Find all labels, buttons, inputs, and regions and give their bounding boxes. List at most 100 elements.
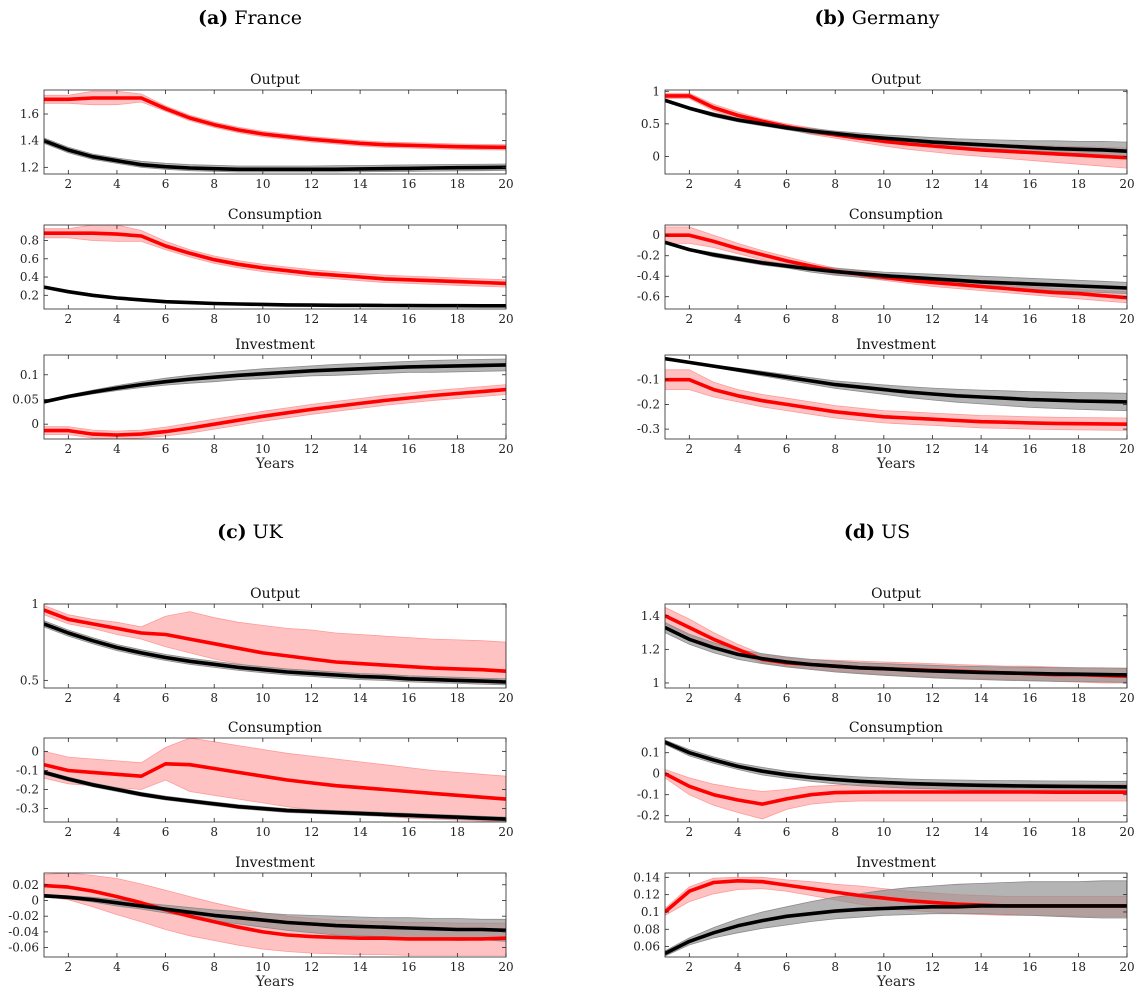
x-tick-label: 10 — [255, 177, 270, 191]
x-tick-label: 6 — [162, 825, 170, 839]
black-series-line — [44, 285, 506, 308]
y-tick-label: -0.2 — [637, 397, 660, 411]
y-tick-label: 0 — [31, 893, 39, 907]
x-tick-label: 8 — [210, 312, 218, 326]
x-tick-label: 6 — [783, 691, 791, 705]
x-tick-label: 6 — [783, 825, 791, 839]
x-tick-label: 12 — [925, 691, 940, 705]
black-confidence-band — [665, 880, 1127, 957]
subplot-title: Investment — [856, 337, 936, 353]
x-tick-label: 14 — [973, 442, 989, 456]
x-tick-label: 4 — [734, 960, 742, 974]
x-tick-label: 2 — [685, 312, 693, 326]
x-axis-label: Years — [876, 456, 916, 472]
x-tick-label: 16 — [401, 442, 416, 456]
panel-letter: (b) — [814, 7, 845, 29]
y-tick-label: 1.6 — [20, 107, 39, 121]
x-tick-label: 4 — [113, 442, 121, 456]
subplot-title: Consumption — [849, 720, 943, 736]
x-tick-label: 6 — [783, 177, 791, 191]
x-tick-label: 12 — [925, 177, 940, 191]
y-tick-label: 0.06 — [633, 940, 660, 954]
subplot-title: Output — [871, 72, 921, 88]
black-confidence-band — [665, 98, 1127, 160]
x-tick-label: 20 — [498, 691, 513, 705]
x-tick-label: 18 — [450, 177, 465, 191]
x-tick-label: 2 — [685, 177, 693, 191]
y-tick-label: 0.05 — [12, 392, 39, 406]
y-tick-label: -0.3 — [637, 422, 660, 436]
x-tick-label: 12 — [304, 691, 319, 705]
y-tick-label: 0.08 — [633, 922, 660, 936]
y-tick-label: 0 — [652, 149, 660, 163]
y-tick-label: -0.06 — [8, 941, 39, 955]
black-confidence-band — [665, 240, 1127, 295]
black-confidence-band — [665, 357, 1127, 412]
x-tick-label: 14 — [352, 177, 368, 191]
y-tick-label: -0.2 — [637, 809, 660, 823]
x-tick-label: 8 — [210, 825, 218, 839]
subplot-title: Investment — [235, 337, 315, 353]
x-tick-label: 18 — [450, 691, 465, 705]
y-tick-label: 0.02 — [12, 878, 39, 892]
y-tick-label: -0.6 — [637, 290, 660, 304]
y-tick-label: 0.4 — [20, 270, 39, 284]
y-tick-label: 1.4 — [20, 134, 39, 148]
subplot-title: Output — [250, 586, 300, 602]
axes-frame — [43, 354, 507, 440]
subplot: Investment 2 4 6 8 10 12 14 16 18 20 0 0.05 0.1 Years — [12, 337, 513, 472]
y-tick-label: 0.1 — [641, 905, 660, 919]
y-tick-label: -0.1 — [637, 373, 660, 387]
axes-frame — [43, 872, 507, 958]
y-tick-label: 1.2 — [641, 642, 660, 656]
axes-frame — [43, 737, 507, 823]
y-tick-label: 1.2 — [20, 160, 39, 174]
x-tick-label: 10 — [876, 691, 891, 705]
x-tick-label: 10 — [876, 312, 891, 326]
x-tick-label: 10 — [255, 312, 270, 326]
x-tick-label: 12 — [304, 960, 319, 974]
axes-frame — [43, 224, 507, 310]
x-tick-label: 2 — [685, 825, 693, 839]
subplot-title: Consumption — [228, 207, 322, 223]
x-tick-label: 4 — [734, 442, 742, 456]
x-tick-label: 16 — [401, 960, 416, 974]
red-series-line — [665, 233, 1127, 300]
series-group — [44, 605, 506, 686]
x-tick-label: 14 — [973, 960, 989, 974]
x-tick-label: 16 — [401, 691, 416, 705]
red-series-line — [665, 772, 1127, 806]
x-tick-label: 20 — [1119, 960, 1134, 974]
x-tick-label: 2 — [64, 960, 72, 974]
x-tick-label: 8 — [831, 691, 839, 705]
x-tick-label: 14 — [973, 177, 989, 191]
series-group — [665, 876, 1127, 957]
black-confidence-band — [44, 358, 506, 404]
x-tick-label: 16 — [401, 312, 416, 326]
series-group — [665, 92, 1127, 169]
black-series-line — [665, 740, 1127, 789]
axes-frame — [664, 354, 1128, 440]
x-tick-label: 20 — [498, 312, 513, 326]
x-tick-label: 4 — [734, 691, 742, 705]
red-series-line — [44, 762, 506, 801]
subplot: Output 2 4 6 8 10 12 14 16 18 20 1 1.2 1.4 — [641, 586, 1135, 705]
x-tick-label: 14 — [973, 825, 989, 839]
black-confidence-band — [44, 137, 506, 173]
panel-name: Germany — [852, 7, 940, 29]
panel-title-uk: (c) UK — [217, 521, 284, 543]
x-tick-label: 4 — [113, 312, 121, 326]
x-tick-label: 20 — [1119, 442, 1134, 456]
x-tick-label: 18 — [1071, 312, 1086, 326]
x-tick-label: 8 — [831, 177, 839, 191]
black-series-line — [665, 904, 1127, 956]
subplot: Output 2 4 6 8 10 12 14 16 18 20 0 0.5 1 — [641, 72, 1135, 191]
y-tick-label: 0.5 — [20, 673, 39, 687]
x-tick-label: 14 — [352, 442, 368, 456]
subplot: Consumption 2 4 6 8 10 12 14 16 18 20 -0.2 -0.1 0 0.1 — [637, 720, 1135, 839]
x-tick-label: 14 — [352, 960, 368, 974]
x-tick-label: 18 — [450, 442, 465, 456]
black-series-line — [44, 622, 506, 684]
